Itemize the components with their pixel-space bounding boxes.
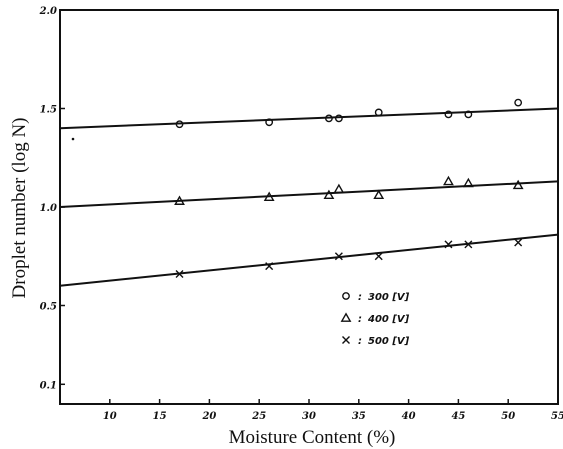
data-point-series-1 [514, 98, 523, 107]
data-point-series-3 [444, 240, 453, 249]
data-point-series-3 [514, 238, 523, 247]
cross-stroke [265, 262, 274, 271]
legend-symbol-2 [340, 312, 352, 322]
cross-stroke [464, 240, 473, 249]
stray-dot [71, 137, 75, 141]
data-point-series-2 [323, 189, 335, 200]
data-point-series-2 [333, 183, 345, 194]
legend-label-3: 500 [V] [368, 336, 410, 347]
cross-stroke [374, 252, 383, 261]
legend-symbol-1 [342, 292, 350, 300]
legend-separator: : [358, 292, 362, 303]
data-point-series-1 [175, 120, 184, 129]
data-point-series-1 [265, 118, 274, 127]
cross-stroke [514, 238, 523, 247]
data-point-series-2 [512, 179, 524, 190]
legend-separator: : [358, 336, 362, 347]
plot-frame [59, 9, 559, 405]
data-point-series-2 [443, 175, 454, 186]
legend-symbol-3 [342, 336, 350, 344]
x-tick-label: 10 [103, 411, 117, 422]
data-point-series-1 [464, 110, 473, 119]
cross-stroke [444, 240, 453, 249]
y-tick-label: 0.1 [40, 380, 57, 391]
x-tick-label: 40 [402, 411, 416, 422]
legend-label-1: 300 [V] [368, 292, 410, 303]
x-tick-label: 15 [153, 411, 167, 422]
x-tick-label: 30 [302, 411, 316, 422]
cross-stroke [175, 269, 184, 278]
x-tick-label: 50 [501, 411, 515, 422]
data-point-series-2 [373, 189, 385, 200]
y-tick-label: 2.0 [39, 6, 57, 17]
data-point-series-2 [174, 195, 185, 205]
y-tick-label: 1.5 [40, 105, 57, 116]
legend-label-2: 400 [V] [367, 314, 410, 325]
x-tick-label: 20 [201, 411, 216, 422]
data-point-series-3 [464, 240, 473, 249]
data-point-series-3 [265, 262, 274, 271]
fit-line-series-1 [59, 107, 559, 130]
x-tick-label: 25 [251, 411, 266, 422]
y-axis-title: Droplet number (log N) [9, 118, 30, 299]
data-point-series-1 [374, 108, 383, 117]
data-point-series-3 [334, 252, 343, 261]
y-tick-label: 0.5 [40, 302, 57, 313]
fit-line-series-2 [59, 180, 559, 208]
data-point-series-3 [374, 252, 383, 261]
y-tick-label: 1.0 [40, 203, 57, 214]
data-point-series-2 [462, 177, 474, 188]
x-axis-title: Moisture Content (%) [229, 427, 396, 448]
x-tick-label: 55 [551, 411, 563, 422]
data-point-series-3 [175, 269, 184, 278]
cross-stroke [342, 336, 350, 344]
data-point-series-2 [263, 191, 275, 202]
fit-line-series-3 [59, 233, 559, 287]
legend-separator: : [358, 314, 362, 325]
data-point-series-1 [334, 114, 343, 123]
x-tick-label: 35 [352, 411, 366, 422]
cross-stroke [334, 252, 343, 261]
x-tick-label: 45 [451, 411, 465, 422]
data-point-series-1 [444, 110, 453, 119]
data-point-series-1 [325, 114, 333, 123]
